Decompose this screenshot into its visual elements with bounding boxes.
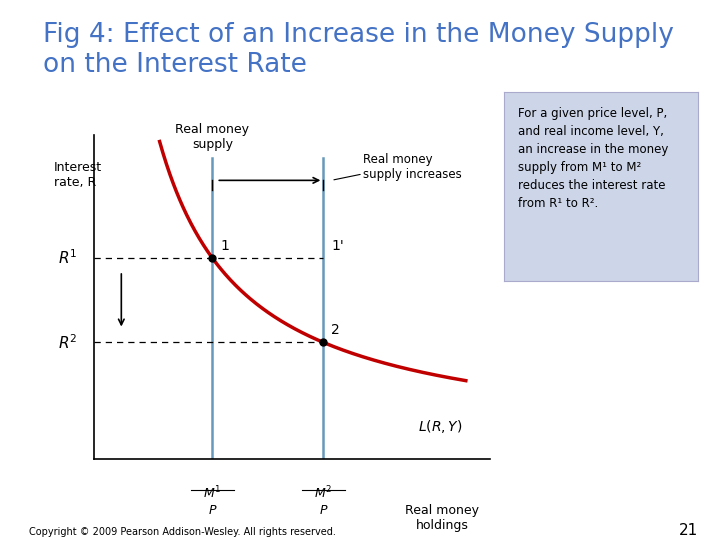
Text: Fig 4: Effect of an Increase in the Money Supply
on the Interest Rate: Fig 4: Effect of an Increase in the Mone…	[43, 22, 674, 78]
Text: $M^2$: $M^2$	[314, 485, 333, 502]
Text: $R^2$: $R^2$	[58, 333, 78, 352]
Text: 2: 2	[331, 323, 340, 338]
Text: 1': 1'	[331, 239, 344, 253]
Text: Real money
supply: Real money supply	[176, 123, 249, 151]
Text: Interest
rate, R: Interest rate, R	[54, 161, 102, 189]
Text: $M^1$: $M^1$	[203, 485, 222, 502]
Text: $R^1$: $R^1$	[58, 249, 78, 267]
Text: Copyright © 2009 Pearson Addison-Wesley. All rights reserved.: Copyright © 2009 Pearson Addison-Wesley.…	[29, 526, 336, 537]
Text: $P$: $P$	[318, 504, 328, 517]
Text: For a given price level, P,
and real income level, Y,
an increase in the money
s: For a given price level, P, and real inc…	[518, 107, 668, 210]
Text: Real money
holdings: Real money holdings	[405, 504, 479, 532]
Text: $P$: $P$	[207, 504, 217, 517]
Text: 21: 21	[679, 523, 698, 538]
Text: 1: 1	[220, 239, 229, 253]
Text: $L(R,Y)$: $L(R,Y)$	[418, 418, 463, 435]
Text: Real money
supply increases: Real money supply increases	[363, 153, 462, 181]
